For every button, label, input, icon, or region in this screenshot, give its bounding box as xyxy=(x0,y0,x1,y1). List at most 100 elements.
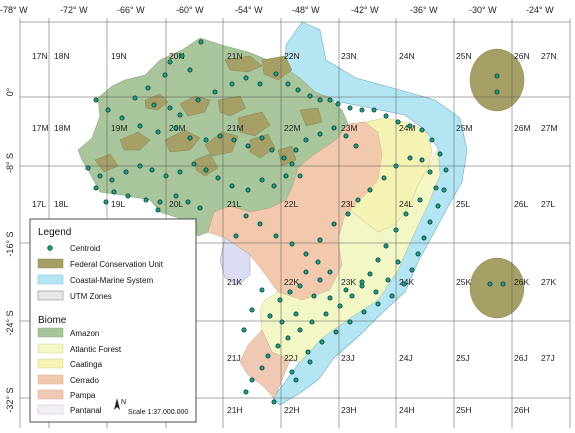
centroid-point xyxy=(333,329,339,335)
utm-zone-label: 26M xyxy=(514,123,531,133)
legend-biome-swatch xyxy=(37,343,64,354)
centroid-point xyxy=(297,327,303,333)
legend-biome-label: Atlantic Forest xyxy=(70,345,122,354)
centroid-point xyxy=(293,147,299,153)
centroid-point xyxy=(317,131,323,137)
centroid-point xyxy=(319,339,325,345)
centroid-point xyxy=(337,303,343,309)
latitude-labels: 0° -8° S -16° S -24° S -32° S xyxy=(5,87,15,412)
centroid-point xyxy=(303,251,309,257)
centroid-point xyxy=(401,281,407,287)
centroid-point xyxy=(427,169,433,175)
latitude-label: -24° S xyxy=(5,310,15,335)
centroid-point xyxy=(437,151,443,157)
legend-biome-label: Caatinga xyxy=(70,360,103,369)
utm-zone-label: 26J xyxy=(514,353,528,363)
centroid-point xyxy=(359,283,365,289)
centroid-point xyxy=(353,143,359,149)
utm-zone-label: 23J xyxy=(341,353,355,363)
centroid-point xyxy=(287,289,293,295)
utm-zone-label: 21J xyxy=(227,353,241,363)
centroid-point xyxy=(494,73,500,79)
centroid-point xyxy=(429,137,435,143)
centroid-point xyxy=(409,267,415,273)
legend-box xyxy=(29,218,197,423)
centroid-point xyxy=(383,113,389,119)
centroid-point xyxy=(217,133,223,139)
centroid-point xyxy=(297,283,303,289)
utm-zone-label: 25M xyxy=(456,123,473,133)
utm-zone-label: 23H xyxy=(341,405,357,415)
utm-zone-label: 25H xyxy=(456,405,472,415)
centroid-point xyxy=(119,115,125,121)
utm-zone-label: 24L xyxy=(399,199,413,209)
utm-zone-label: 25K xyxy=(456,277,471,287)
utm-zone-label: 27K xyxy=(541,277,556,287)
longitude-label: -54° W xyxy=(235,5,263,15)
centroid-point xyxy=(257,81,263,87)
centroid-point xyxy=(311,293,317,299)
centroid-point xyxy=(367,187,373,193)
utm-zone-label: 26K xyxy=(514,277,529,287)
centroid-point xyxy=(385,277,391,283)
centroid-point xyxy=(371,107,377,113)
centroid-point xyxy=(173,193,179,199)
centroid-point xyxy=(309,319,315,325)
centroid-point xyxy=(179,53,185,59)
centroid-point xyxy=(271,399,277,405)
centroid-point xyxy=(167,105,173,111)
centroid-point xyxy=(173,125,179,131)
centroid-point xyxy=(109,177,115,183)
north-arrow-icon: N xyxy=(114,398,126,410)
centroid-point xyxy=(315,259,321,265)
centroid-point xyxy=(307,359,313,365)
utm-zone-label: 26L xyxy=(514,199,528,209)
centroid-point xyxy=(323,311,329,317)
centroid-point xyxy=(427,219,433,225)
centroid-point xyxy=(243,389,249,395)
centroid-point xyxy=(317,277,323,283)
utm-zone-label: 24K xyxy=(399,277,414,287)
legend-biome-swatch xyxy=(37,374,64,385)
utm-zone-label: 27N xyxy=(541,51,557,61)
centroid-point xyxy=(231,137,237,143)
centroid-point xyxy=(331,125,337,131)
centroid-point xyxy=(277,297,283,303)
conservation-unit-trindade xyxy=(469,257,525,319)
utm-zone-label: 27M xyxy=(541,123,558,133)
centroid-point xyxy=(415,251,421,257)
centroid-point xyxy=(285,335,291,341)
centroid-point xyxy=(132,95,138,101)
legend-item-label: UTM Zones xyxy=(70,292,112,301)
legend-biome-swatch xyxy=(37,404,64,415)
centroid-point xyxy=(297,173,303,179)
centroid-point xyxy=(195,97,201,103)
longitude-label: -48° W xyxy=(292,5,320,15)
centroid-point xyxy=(359,107,365,113)
centroid-point xyxy=(289,241,295,247)
centroid-point xyxy=(285,81,291,87)
centroid-point xyxy=(327,269,333,275)
latitude-label: -32° S xyxy=(5,387,15,412)
centroid-point xyxy=(381,175,387,181)
centroid-point xyxy=(383,243,389,249)
centroid-point xyxy=(229,81,235,87)
legend-coastal-swatch xyxy=(37,274,64,285)
legend-biome-swatch xyxy=(37,358,64,369)
utm-zone-label: 19N xyxy=(111,51,127,61)
legend-item-label: Centroid xyxy=(70,244,100,253)
centroid-point xyxy=(317,97,323,103)
centroid-point xyxy=(355,197,361,203)
centroid-point xyxy=(373,289,379,295)
centroid-point xyxy=(303,137,309,143)
utm-zone-labels: 17N 18N 19N 20N 21N 22N 23N 24N 25N 26N … xyxy=(32,51,558,415)
centroid-point xyxy=(241,327,247,333)
centroid-point xyxy=(245,143,251,149)
centroid-point xyxy=(393,163,399,169)
utm-zone-label: 18N xyxy=(54,51,70,61)
utm-zone-label: 23M xyxy=(341,123,358,133)
centroid-point xyxy=(267,313,273,319)
centroid-point xyxy=(198,39,204,45)
centroid-point xyxy=(347,319,353,325)
utm-zone-label: 21N xyxy=(227,51,243,61)
